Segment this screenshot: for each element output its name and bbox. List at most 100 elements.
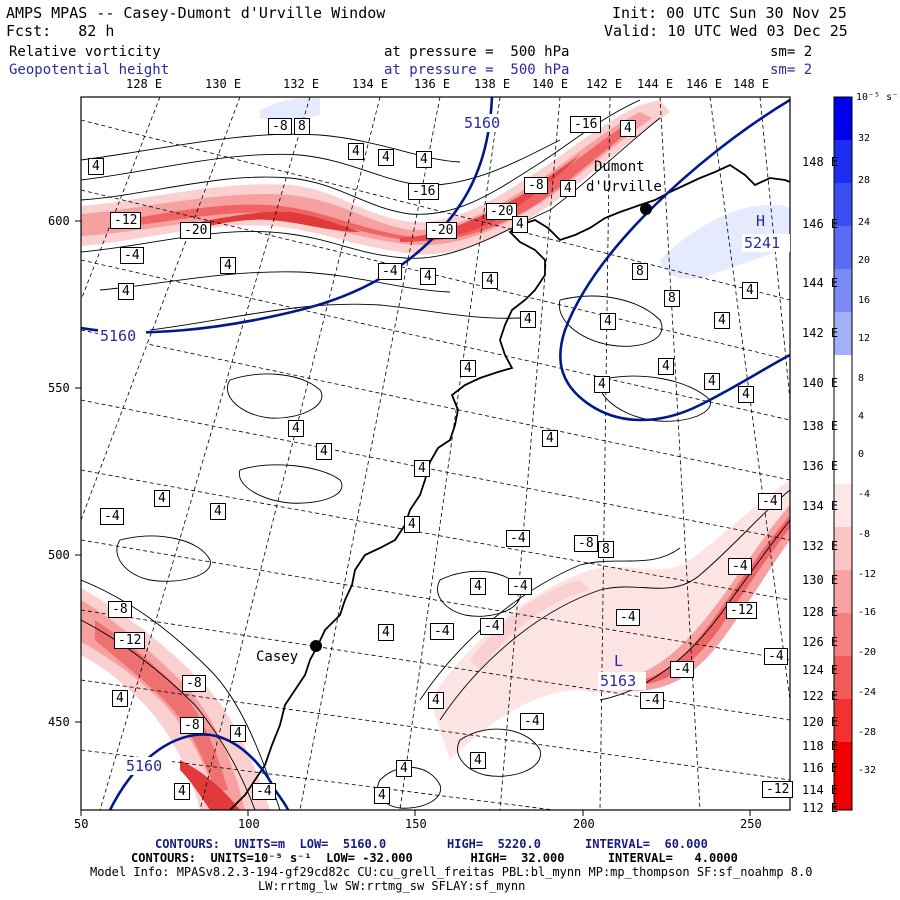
vorticity-label: 4 bbox=[470, 578, 486, 595]
vorticity-label: -4 bbox=[758, 493, 782, 510]
vorticity-label: 4 bbox=[112, 690, 128, 707]
latlon-grid bbox=[81, 97, 790, 810]
vorticity-label: -16 bbox=[408, 183, 440, 200]
vorticity-label: -4 bbox=[378, 263, 402, 280]
right-lon-label: 126 E bbox=[802, 635, 839, 649]
vorticity-label: -16 bbox=[570, 116, 602, 133]
colorbar-label: 20 bbox=[858, 255, 871, 266]
vorticity-label: -20 bbox=[426, 222, 458, 239]
top-lon-label: 138 E bbox=[474, 77, 511, 91]
colorbar-label: -32 bbox=[858, 765, 877, 776]
vorticity-label: 8 bbox=[664, 290, 680, 307]
field1-name: Relative vorticity bbox=[9, 44, 161, 60]
vorticity-label: 4 bbox=[542, 430, 558, 447]
vorticity-label: 4 bbox=[428, 692, 444, 709]
footer-height-contours: CONTOURS: UNITS=m LOW= 5160.0 bbox=[155, 837, 387, 851]
colorbar-label: -8 bbox=[858, 529, 871, 540]
colorbar-label: -16 bbox=[858, 607, 877, 618]
field2-level: at pressure = 500 hPa bbox=[384, 62, 570, 78]
colorbar-label: 4 bbox=[858, 411, 865, 422]
casey-marker bbox=[310, 640, 322, 652]
vorticity-label: 4 bbox=[88, 158, 104, 175]
vorticity-label: 4 bbox=[704, 373, 720, 390]
field2-name: Geopotential height bbox=[9, 62, 170, 78]
init-time: Init: 00 UTC Sun 30 Nov 25 bbox=[612, 4, 847, 22]
height-label-5163: 5163 bbox=[600, 672, 637, 690]
vorticity-label: 4 bbox=[374, 787, 390, 804]
right-lon-label: 114 E bbox=[802, 783, 839, 797]
colorbar-label: -24 bbox=[858, 687, 877, 698]
x-tick: 250 bbox=[740, 817, 762, 831]
vorticity-label: 4 bbox=[174, 783, 190, 800]
vorticity-label: -20 bbox=[486, 203, 518, 220]
colorbar-label: 12 bbox=[858, 333, 871, 344]
vorticity-label: 4 bbox=[348, 143, 364, 160]
x-tick: 100 bbox=[238, 817, 260, 831]
vorticity-label: -8 bbox=[108, 601, 132, 618]
colorbar-label: -20 bbox=[858, 647, 877, 658]
vorticity-shading-southeast bbox=[430, 480, 790, 760]
right-lon-label: 134 E bbox=[802, 499, 839, 513]
vorticity-label: 4 bbox=[482, 272, 498, 289]
y-tick: 550 bbox=[48, 381, 70, 395]
vorticity-label: 4 bbox=[288, 420, 304, 437]
vorticity-label: -4 bbox=[764, 648, 788, 665]
vorticity-label: 4 bbox=[414, 460, 430, 477]
vorticity-label: -4 bbox=[430, 623, 454, 640]
right-lon-label: 128 E bbox=[802, 605, 839, 619]
right-lon-label: 148 E bbox=[802, 155, 839, 169]
right-lon-label: 136 E bbox=[802, 459, 839, 473]
vorticity-label: 4 bbox=[512, 216, 528, 233]
top-lon-label: 140 E bbox=[532, 77, 569, 91]
right-lon-label: 118 E bbox=[802, 739, 839, 753]
vorticity-label: 4 bbox=[460, 360, 476, 377]
vorticity-label: 8 bbox=[294, 118, 310, 135]
vorticity-label: -8 bbox=[182, 675, 206, 692]
x-tick: 150 bbox=[405, 817, 427, 831]
forecast-hour: Fcst: 82 h bbox=[6, 22, 115, 40]
height-labels bbox=[98, 114, 790, 775]
vorticity-label: -4 bbox=[728, 558, 752, 575]
footer-radiation-info: LW:rrtmg_lw SW:rrtmg_sw SFLAY:sf_mynn bbox=[258, 879, 526, 893]
top-lon-label: 134 E bbox=[352, 77, 389, 91]
colorbar-label: 0 bbox=[858, 449, 865, 460]
vorticity-label: -8 bbox=[180, 717, 204, 734]
colorbar-label: 8 bbox=[858, 373, 865, 384]
dumont-durville-marker bbox=[640, 203, 652, 215]
height-label-5160-north: 5160 bbox=[464, 114, 501, 132]
colorbar-unit: 10⁻⁵ s⁻¹ bbox=[856, 92, 900, 103]
high-marker: H bbox=[756, 212, 766, 230]
vorticity-label: 4 bbox=[742, 282, 758, 299]
vorticity-label: -4 bbox=[480, 618, 504, 635]
vorticity-label: 4 bbox=[230, 725, 246, 742]
axis-ticks bbox=[75, 220, 751, 816]
vorticity-label: -12 bbox=[762, 781, 794, 798]
vorticity-label: 4 bbox=[658, 358, 674, 375]
plot-title: AMPS MPAS -- Casey-Dumont d'Urville Wind… bbox=[6, 4, 386, 22]
right-lon-label: 144 E bbox=[802, 276, 839, 290]
vorticity-label: 8 bbox=[632, 263, 648, 280]
vorticity-label: -4 bbox=[520, 713, 544, 730]
vorticity-label: 4 bbox=[316, 443, 332, 460]
top-lon-label: 132 E bbox=[283, 77, 320, 91]
coastline bbox=[229, 163, 790, 810]
vorticity-label: 4 bbox=[600, 313, 616, 330]
height-label-5160-west: 5160 bbox=[100, 327, 137, 345]
vorticity-label: 4 bbox=[420, 268, 436, 285]
colorbar-label: -12 bbox=[858, 569, 877, 580]
place-label-casey: Casey bbox=[256, 649, 299, 665]
vorticity-label: 4 bbox=[714, 312, 730, 329]
top-lon-label: 144 E bbox=[637, 77, 674, 91]
vorticity-label: -8 bbox=[268, 118, 292, 135]
x-tick: 200 bbox=[573, 817, 595, 831]
y-tick: 600 bbox=[48, 214, 70, 228]
right-lon-label: 130 E bbox=[802, 573, 839, 587]
vorticity-label: -12 bbox=[110, 212, 142, 229]
vorticity-label: -4 bbox=[120, 247, 144, 264]
y-tick: 500 bbox=[48, 548, 70, 562]
vorticity-label: -8 bbox=[574, 535, 598, 552]
vorticity-label: -8 bbox=[524, 177, 548, 194]
vorticity-label: -4 bbox=[506, 530, 530, 547]
right-lon-label: 124 E bbox=[802, 663, 839, 677]
